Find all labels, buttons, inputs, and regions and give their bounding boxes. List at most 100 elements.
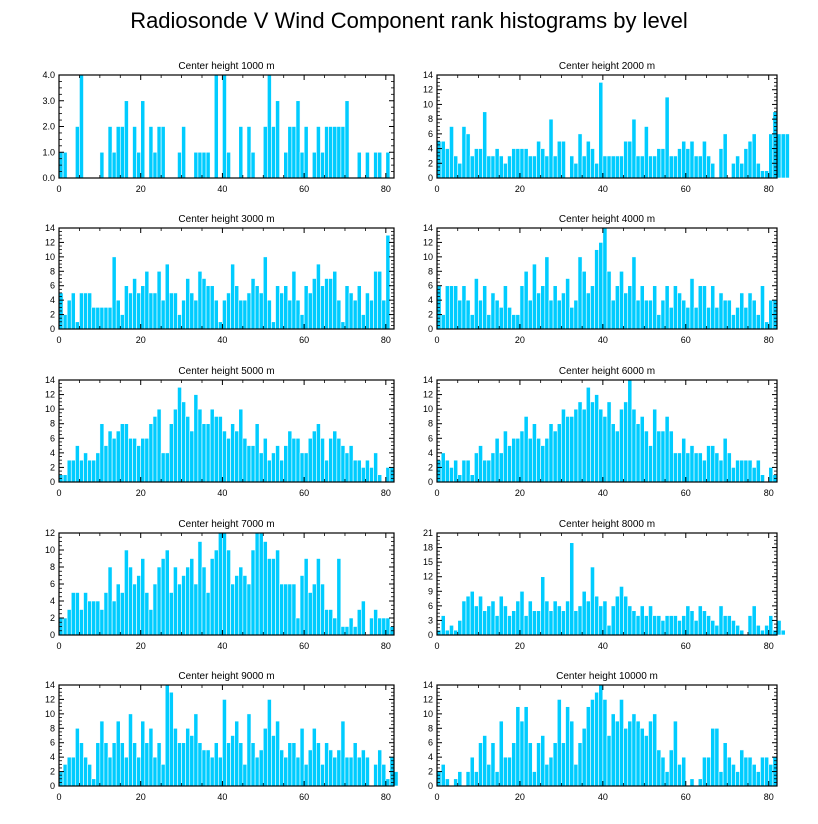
histogram-bar	[619, 270, 624, 330]
histogram-bar	[527, 155, 533, 179]
histogram-bar	[523, 270, 529, 330]
histogram-bar	[99, 720, 105, 787]
histogram-bar	[377, 151, 383, 179]
histogram-bar	[644, 735, 649, 787]
histogram-bar	[181, 126, 186, 179]
histogram-bar	[751, 133, 757, 179]
histogram-bar	[619, 408, 624, 483]
histogram-bar	[768, 467, 774, 483]
histogram-bar	[103, 592, 109, 636]
y-tick-label: 4	[428, 144, 433, 154]
histogram-bar	[594, 162, 600, 179]
histogram-bar	[185, 727, 191, 787]
histogram-bar	[614, 155, 620, 179]
histogram-bar	[107, 126, 113, 179]
histogram-bar	[548, 118, 554, 179]
histogram-bar	[590, 566, 595, 636]
y-tick-label: 12	[45, 528, 55, 538]
histogram-bar	[689, 140, 695, 179]
histogram-bar	[140, 100, 146, 179]
y-tick-label: 0	[50, 781, 55, 791]
histogram-bar	[697, 285, 703, 330]
histogram-bar	[344, 452, 350, 483]
histogram-bar	[307, 592, 313, 636]
histogram-bar	[444, 285, 450, 330]
histogram-bar	[344, 626, 350, 636]
histogram-bar	[124, 756, 129, 787]
panel-title: Center height 7000 m	[178, 519, 274, 530]
y-tick-label: 10	[45, 252, 55, 262]
histogram-bar	[291, 437, 297, 483]
histogram-bar	[561, 742, 566, 787]
histogram-bar	[482, 285, 488, 330]
histogram-bar	[527, 742, 533, 787]
histogram-bar	[747, 615, 753, 636]
histogram-bar	[115, 583, 121, 636]
histogram-bar	[361, 749, 366, 787]
histogram-bar	[62, 764, 68, 787]
x-tick-label: 20	[515, 641, 525, 651]
y-tick-label: 21	[423, 528, 433, 538]
histogram-bar	[598, 82, 604, 179]
x-tick-label: 20	[515, 792, 525, 802]
histogram-bar	[287, 583, 293, 636]
histogram-bar	[660, 756, 666, 787]
y-tick-label: 0.0	[42, 173, 55, 183]
histogram-bar	[747, 292, 753, 330]
histogram-bar	[776, 133, 782, 179]
histogram-bar	[209, 558, 215, 636]
histogram-bar	[706, 615, 711, 636]
histogram-bar	[275, 720, 280, 787]
histogram-bar	[594, 394, 600, 483]
histogram-bar	[230, 583, 235, 636]
histogram-bar	[652, 285, 658, 330]
histogram-bar	[316, 423, 321, 483]
histogram-bar	[689, 778, 695, 787]
histogram-bar	[324, 278, 329, 330]
y-tick-label: 6	[428, 433, 433, 443]
histogram-bar	[494, 437, 500, 483]
histogram-bar	[677, 148, 682, 179]
histogram-bar	[565, 600, 570, 636]
y-tick-label: 18	[423, 543, 433, 553]
histogram-bar	[503, 285, 508, 330]
histogram-bar	[250, 549, 256, 636]
x-tick-label: 0	[434, 335, 439, 345]
histogram-bar	[644, 430, 649, 483]
histogram-bar	[689, 610, 695, 636]
histogram-bar	[242, 299, 248, 330]
histogram-bar	[760, 170, 765, 179]
histogram-bar	[234, 575, 240, 636]
histogram-bar	[668, 430, 674, 483]
histogram-bar	[295, 617, 301, 636]
histogram-bar	[311, 430, 317, 483]
histogram-bar	[507, 307, 512, 330]
histogram-bar	[340, 626, 346, 636]
histogram-bar	[132, 278, 137, 330]
histogram-bar	[66, 459, 72, 483]
x-tick-label: 40	[217, 184, 227, 194]
histogram-bar	[648, 155, 653, 179]
histogram-bar	[656, 749, 662, 787]
y-tick-label: 10	[423, 404, 433, 414]
histogram-bar	[755, 459, 761, 483]
histogram-bar	[747, 459, 753, 483]
histogram-bar	[760, 756, 765, 787]
histogram-bar	[482, 459, 488, 483]
histogram-bar	[316, 558, 321, 636]
histogram-bar	[160, 126, 166, 179]
histogram-bar	[173, 408, 178, 483]
histogram-bar	[751, 605, 757, 636]
histogram-bar	[631, 256, 637, 330]
y-tick-label: 2	[50, 462, 55, 472]
histogram-bar	[234, 430, 240, 483]
histogram-bar	[324, 459, 329, 483]
histogram-bar	[693, 307, 699, 330]
histogram-bar	[177, 386, 182, 483]
histogram-bar	[320, 285, 325, 330]
histogram-bar	[385, 617, 391, 636]
histogram-bar	[561, 408, 566, 483]
histogram-bar	[664, 615, 670, 636]
histogram-bar	[303, 558, 309, 636]
histogram-bar	[70, 292, 76, 330]
